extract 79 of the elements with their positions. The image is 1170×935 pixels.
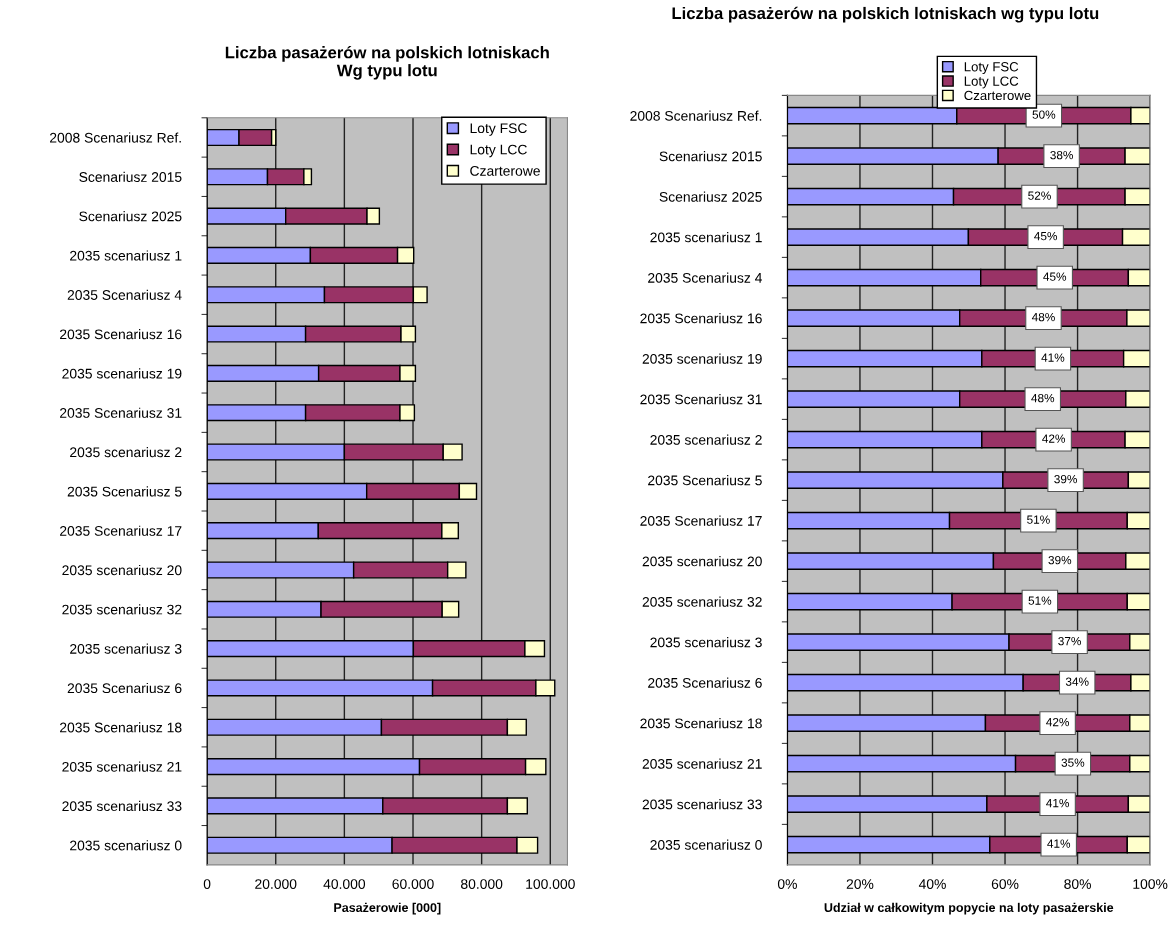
y-tick-label: 2035 Scenariusz 31 [60, 407, 182, 418]
y-tick-label: 2035 Scenariusz 18 [640, 718, 762, 729]
annotation: 42% [1046, 717, 1070, 727]
x-tick-label: 40.000 [323, 879, 366, 889]
x-tick-label: 20.000 [255, 879, 297, 889]
y-tick-label: 2035 scenariusz 32 [642, 596, 762, 607]
annotation: 41% [1041, 353, 1065, 362]
x-tick-label: 40% [918, 879, 946, 889]
y-tick-label: 2035 Scenariusz 6 [67, 682, 182, 694]
y-tick-label: 2008 Scenariusz Ref. [50, 132, 181, 143]
y-tick-label: 2035 Scenariusz 4 [67, 289, 182, 300]
y-tick-label: 2035 scenariusz 3 [650, 637, 762, 648]
legend-label: Loty LCC [470, 144, 527, 158]
chart-title: Liczba pasażerów na polskich lotniskach Wg typu lotu [225, 45, 549, 80]
annotation: 50% [1032, 110, 1056, 119]
x-tick-label: 100.000 [526, 879, 575, 889]
legend-label: Czarterowe [964, 90, 1031, 101]
annotation: 38% [1050, 150, 1074, 160]
annotation: 48% [1031, 393, 1055, 403]
legend-label: Czarterowe [470, 165, 540, 176]
y-tick-label: 2035 Scenariusz 6 [648, 677, 762, 688]
legend-label: Loty FSC [470, 123, 527, 136]
annotation: 45% [1043, 272, 1067, 281]
annotation: 42% [1042, 434, 1066, 443]
y-tick-label: 2035 Scenariusz 16 [60, 329, 182, 340]
y-tick-label: 2008 Scenariusz Ref. [630, 110, 762, 121]
y-tick-label: 2035 Scenariusz 5 [67, 486, 182, 497]
chart-title: Liczba pasażerów na polskich lotniskach wg typu lotu [672, 6, 1099, 23]
x-tick-label: 0 [203, 879, 211, 889]
annotation: 41% [1047, 839, 1071, 848]
y-tick-label: 2035 scenariusz 21 [62, 761, 182, 772]
y-tick-label: Scenariusz 2025 [659, 191, 762, 202]
y-tick-label: 2035 Scenariusz 17 [640, 515, 762, 526]
y-tick-label: 2035 Scenariusz 31 [640, 394, 762, 405]
legend-label: Loty FSC [964, 62, 1019, 75]
y-tick-label: Scenariusz 2015 [79, 171, 182, 182]
y-tick-label: Scenariusz 2025 [79, 211, 182, 222]
y-tick-label: 2035 Scenariusz 18 [60, 722, 182, 733]
y-tick-label: 2035 scenariusz 33 [62, 800, 182, 812]
y-tick-label: 2035 scenariusz 33 [642, 799, 762, 810]
x-tick-label: 100% [1133, 879, 1168, 889]
annotation: 51% [1027, 515, 1050, 524]
annotation: 45% [1034, 231, 1058, 241]
y-tick-label: Scenariusz 2015 [659, 151, 762, 162]
y-tick-label: 2035 Scenariusz 16 [640, 313, 762, 324]
x-tick-label: 60% [991, 879, 1019, 889]
y-tick-label: 2035 Scenariusz 5 [648, 475, 762, 486]
x-axis-title: Pasażerowie [000] [334, 902, 441, 915]
y-tick-label: 2035 Scenariusz 17 [60, 525, 182, 536]
x-tick-label: 80% [1064, 879, 1091, 889]
y-tick-label: 2035 scenariusz 1 [70, 250, 182, 261]
y-tick-label: 2035 scenariusz 32 [62, 604, 182, 615]
y-tick-label: 2035 scenariusz 20 [62, 564, 182, 576]
y-tick-label: 2035 scenariusz 20 [642, 556, 762, 567]
annotation: 39% [1048, 555, 1072, 565]
y-tick-label: 2035 scenariusz 19 [642, 353, 762, 364]
annotation: 51% [1028, 596, 1052, 605]
x-tick-label: 80.000 [461, 879, 503, 889]
annotation: 48% [1031, 312, 1055, 322]
annotation: 52% [1028, 191, 1051, 200]
x-tick-label: 60.000 [392, 879, 434, 889]
annotation: 34% [1065, 677, 1089, 686]
y-tick-label: 2035 Scenariusz 4 [648, 272, 763, 283]
y-tick-label: 2035 scenariusz 2 [650, 434, 762, 445]
y-tick-label: 2035 scenariusz 0 [70, 840, 182, 851]
x-axis-title: Udział w całkowitym popycie na loty pasażerskie [824, 902, 1114, 915]
y-tick-label: 2035 scenariusz 3 [70, 643, 182, 654]
y-tick-label: 2035 scenariusz 0 [650, 839, 762, 850]
x-tick-label: 0% [777, 879, 797, 889]
annotation: 39% [1054, 474, 1077, 484]
annotation: 35% [1061, 758, 1085, 767]
y-tick-label: 2035 scenariusz 2 [70, 446, 182, 458]
y-tick-label: 2035 scenariusz 1 [650, 232, 762, 243]
x-tick-label: 20% [846, 879, 874, 889]
y-tick-label: 2035 scenariusz 21 [642, 758, 762, 769]
annotation: 41% [1046, 798, 1070, 808]
y-tick-label: 2035 scenariusz 19 [62, 368, 182, 379]
legend-label: Loty LCC [964, 76, 1019, 89]
annotation: 37% [1058, 636, 1081, 646]
